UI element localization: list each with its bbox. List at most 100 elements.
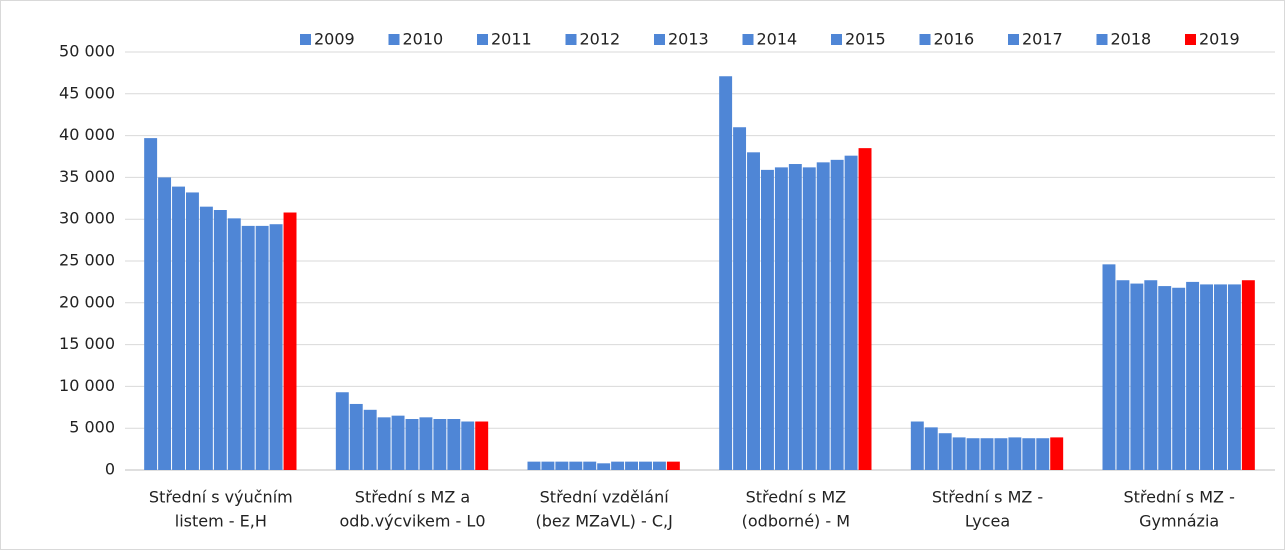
bar bbox=[1130, 283, 1144, 470]
bar bbox=[241, 225, 255, 470]
bar bbox=[185, 192, 199, 470]
bar bbox=[597, 463, 611, 470]
bar bbox=[639, 461, 652, 470]
bar bbox=[433, 419, 447, 470]
y-tick-label: 20 000 bbox=[59, 292, 115, 311]
bar bbox=[858, 148, 872, 470]
bar bbox=[1214, 284, 1227, 470]
legend-label: 2010 bbox=[403, 30, 444, 49]
bar bbox=[1144, 280, 1158, 470]
bar bbox=[747, 152, 760, 470]
legend-label: 2011 bbox=[491, 30, 532, 49]
y-tick-label: 40 000 bbox=[59, 125, 115, 144]
x-tick-label: Střední vzdělání bbox=[540, 488, 670, 507]
bar bbox=[611, 461, 625, 470]
bar bbox=[541, 461, 555, 470]
bar bbox=[527, 461, 541, 470]
y-tick-label: 5 000 bbox=[69, 418, 115, 437]
legend-swatch bbox=[919, 34, 931, 45]
bar bbox=[255, 225, 269, 470]
x-tick-label: Střední s MZ - bbox=[932, 488, 1043, 507]
bar bbox=[213, 210, 227, 470]
bar bbox=[924, 427, 938, 470]
legend-label: 2017 bbox=[1022, 30, 1063, 49]
bar bbox=[788, 164, 802, 471]
legend-swatch bbox=[1185, 34, 1196, 45]
x-tick-label: Střední s MZ bbox=[746, 488, 847, 507]
bar bbox=[1158, 286, 1172, 470]
x-tick-label: (bez MZaVL) - C,J bbox=[536, 512, 673, 531]
y-tick-label: 15 000 bbox=[59, 334, 115, 353]
bar bbox=[816, 162, 830, 471]
legend-label: 2009 bbox=[314, 30, 355, 49]
bar bbox=[625, 461, 639, 470]
legend-swatch bbox=[1008, 34, 1019, 45]
x-tick-label: Střední s MZ - bbox=[1123, 488, 1234, 507]
legend-label: 2013 bbox=[668, 30, 709, 49]
bar bbox=[830, 159, 844, 470]
legend-swatch bbox=[565, 34, 577, 45]
bar bbox=[1036, 438, 1050, 470]
bar bbox=[1241, 280, 1255, 470]
legend-swatch bbox=[300, 34, 311, 45]
bar bbox=[952, 437, 966, 470]
bar bbox=[1227, 284, 1241, 470]
bar bbox=[475, 421, 489, 470]
bar bbox=[910, 421, 924, 470]
legend-swatch bbox=[654, 34, 665, 45]
legend-swatch bbox=[388, 34, 400, 45]
x-tick-label: odb.výcvikem - L0 bbox=[340, 512, 486, 531]
y-tick-label: 50 000 bbox=[59, 42, 115, 61]
bar bbox=[994, 438, 1008, 470]
bar bbox=[1172, 287, 1186, 470]
bar bbox=[583, 461, 597, 470]
bar bbox=[569, 461, 583, 470]
bar bbox=[1186, 281, 1200, 470]
bar bbox=[199, 206, 213, 470]
bar bbox=[938, 433, 952, 470]
bar bbox=[844, 155, 858, 470]
bar bbox=[966, 438, 980, 470]
bar bbox=[733, 127, 747, 471]
y-tick-label: 30 000 bbox=[59, 209, 115, 228]
y-tick-label: 35 000 bbox=[59, 167, 115, 186]
bar bbox=[802, 167, 816, 471]
x-tick-label: Gymnázia bbox=[1139, 512, 1219, 531]
legend-swatch bbox=[831, 34, 842, 45]
legend-swatch bbox=[477, 34, 488, 45]
x-tick-label: Střední s MZ a bbox=[355, 488, 470, 507]
legend-label: 2019 bbox=[1199, 30, 1240, 49]
x-tick-label: Střední s výučním bbox=[149, 488, 293, 507]
bar bbox=[419, 417, 433, 470]
x-tick-label: listem - E,H bbox=[175, 512, 267, 531]
bar bbox=[158, 177, 172, 470]
bar bbox=[1050, 437, 1064, 470]
bar bbox=[1200, 284, 1214, 470]
bar bbox=[269, 224, 283, 470]
y-tick-label: 45 000 bbox=[59, 83, 115, 102]
x-tick-label: (odborné) - M bbox=[742, 512, 850, 531]
bar bbox=[144, 138, 158, 470]
y-tick-label: 25 000 bbox=[59, 251, 115, 270]
x-tick-label: Lycea bbox=[965, 512, 1010, 531]
bar bbox=[363, 409, 377, 470]
bar bbox=[335, 392, 349, 470]
bar bbox=[172, 186, 185, 470]
bar bbox=[652, 461, 666, 470]
legend-label: 2016 bbox=[934, 30, 975, 49]
bar bbox=[1022, 438, 1036, 470]
bar bbox=[1102, 264, 1116, 470]
bar bbox=[719, 76, 733, 470]
bar bbox=[405, 419, 419, 470]
legend-label: 2015 bbox=[845, 30, 886, 49]
legend-label: 2014 bbox=[757, 30, 798, 49]
bar bbox=[760, 169, 774, 470]
legend-swatch bbox=[1096, 34, 1108, 45]
y-tick-label: 0 bbox=[105, 460, 115, 479]
bar bbox=[461, 421, 475, 470]
bar bbox=[227, 218, 241, 470]
legend-swatch bbox=[742, 34, 754, 45]
bar bbox=[666, 461, 680, 470]
legend-label: 2012 bbox=[580, 30, 621, 49]
